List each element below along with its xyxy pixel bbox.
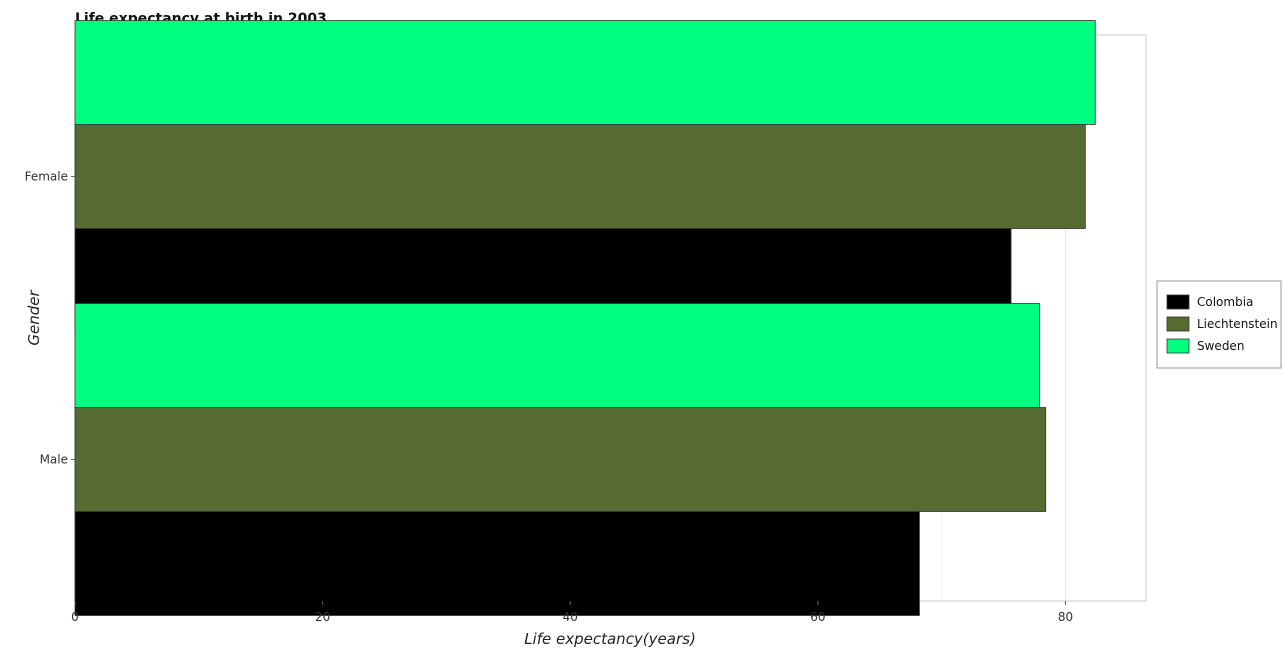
y-tick-label: Female bbox=[25, 170, 68, 184]
legend-label: Sweden bbox=[1197, 339, 1244, 353]
legend-swatch bbox=[1166, 338, 1190, 354]
y-tick-label: Male bbox=[40, 453, 68, 467]
legend-swatch bbox=[1166, 294, 1190, 310]
y-ticks: Female Male bbox=[25, 170, 75, 467]
x-tick-label: 40 bbox=[563, 610, 578, 624]
bar-colombia-male bbox=[74, 511, 920, 616]
bar-sweden-male bbox=[74, 303, 1040, 408]
legend-swatch bbox=[1166, 316, 1190, 332]
bar-sweden-female bbox=[74, 20, 1096, 125]
x-tick-label: 60 bbox=[810, 610, 825, 624]
x-tick-label: 80 bbox=[1058, 610, 1073, 624]
x-ticks: 0 20 40 60 80 bbox=[71, 601, 1073, 624]
legend: Colombia Liechtenstein Sweden bbox=[1156, 280, 1282, 369]
legend-label: Colombia bbox=[1197, 295, 1253, 309]
bar-liechtenstein-female bbox=[74, 124, 1086, 229]
bars bbox=[74, 20, 1096, 616]
x-tick-label: 0 bbox=[71, 610, 79, 624]
legend-label: Liechtenstein bbox=[1197, 317, 1278, 331]
y-axis-label: Gender bbox=[25, 290, 43, 346]
x-axis-label: Life expectancy(years) bbox=[524, 630, 696, 648]
x-tick-label: 20 bbox=[315, 610, 330, 624]
bar-liechtenstein-male bbox=[74, 407, 1047, 512]
